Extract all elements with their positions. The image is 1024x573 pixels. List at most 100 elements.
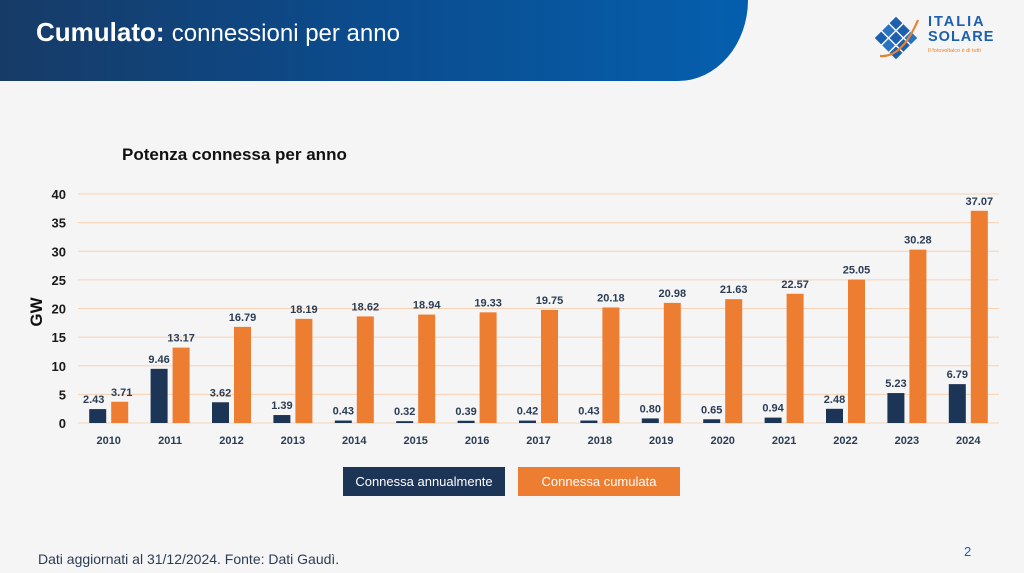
data-label-cumulative-2021: 22.57 [781,279,809,291]
logo-text: ITALIA SOLARE Il fotovoltaico è di tutti [928,14,995,55]
data-label-cumulative-2016: 19.33 [474,297,502,309]
bar-annual-2015 [396,421,414,423]
data-label-cumulative-2017: 19.75 [536,295,564,307]
bar-annual-2011 [150,368,168,423]
data-label-annual-2012: 3.62 [210,387,231,399]
x-tick-label-2015: 2015 [403,435,427,447]
data-labels: 2.43 3.71 9.46 13.17 3.62 16.79 1.39 18.19 0.43 1… [83,196,993,418]
bar-annual-2024 [948,384,966,423]
x-tick-label-2012: 2012 [219,435,243,447]
bar-annual-2019 [641,418,659,423]
bar-cumulative-2020 [725,299,743,423]
logo-tagline: Il fotovoltaico è di tutti [928,48,981,54]
data-label-annual-2015: 0.32 [394,406,415,418]
bar-cumulative-2024 [970,210,988,423]
data-label-cumulative-2022: 25.05 [843,265,871,277]
x-tick-label-2024: 2024 [956,435,981,447]
bar-annual-2016 [457,420,475,423]
bar-cumulative-2016 [479,312,497,423]
y-tick-label: 15 [52,330,66,345]
y-tick-label: 10 [52,359,66,374]
legend-annual: Connessa annualmente [343,467,505,496]
data-label-cumulative-2020: 21.63 [720,284,748,296]
data-label-annual-2021: 0.94 [762,403,784,415]
y-tick-label: 20 [52,302,66,317]
data-label-cumulative-2015: 18.94 [413,300,441,312]
y-tick-label: 5 [59,387,66,402]
slide-title: Cumulato: connessioni per anno [36,17,400,48]
x-tick-label-2018: 2018 [588,435,612,447]
bar-cumulative-2019 [663,302,681,423]
page-number: 2 [964,544,972,559]
logo-line1: ITALIA [928,14,986,30]
y-tick-label: 30 [52,244,66,259]
y-tick-label: 40 [52,187,66,202]
x-tick-label-2011: 2011 [158,435,182,447]
footnote: Dati aggiornati al 31/12/2024. Fonte: Da… [38,551,340,567]
legend-annual-label: Connessa annualmente [355,474,493,489]
data-label-cumulative-2013: 18.19 [290,304,318,316]
bar-cumulative-2021 [786,293,804,423]
data-label-annual-2024: 6.79 [947,369,968,381]
bar-annual-2012 [212,402,229,423]
header-band [0,0,748,81]
data-label-annual-2010: 2.43 [83,394,104,406]
x-tick-label-2017: 2017 [526,435,550,447]
x-tick-label-2023: 2023 [895,435,919,447]
x-tick-label-2022: 2022 [833,435,857,447]
y-axis-label: GW [27,296,46,326]
data-label-cumulative-2024: 37.07 [966,196,994,208]
data-label-cumulative-2010: 3.71 [111,387,132,399]
bar-annual-2021 [764,417,782,423]
bar-cumulative-2017 [541,309,558,423]
x-tick-label-2016: 2016 [465,435,489,447]
data-label-cumulative-2012: 16.79 [229,312,257,324]
bar-cumulative-2018 [602,307,620,423]
bar-annual-2014 [334,420,352,423]
solar-panel-diamond-icon [874,16,920,60]
bar-annual-2020 [703,419,721,423]
legend-cumulative: Connessa cumulata [518,467,680,496]
chart-title: Potenza connessa per anno [122,145,347,164]
bar-annual-2022 [826,408,843,423]
data-label-annual-2016: 0.39 [455,406,476,418]
data-label-cumulative-2018: 20.18 [597,292,625,304]
bars [89,210,988,423]
logo-line2: SOLARE [928,29,995,45]
bar-annual-2013 [273,415,291,423]
italia-solare-logo: ITALIA SOLARE Il fotovoltaico è di tutti [872,14,1002,64]
data-label-annual-2019: 0.80 [640,403,661,415]
x-tick-label-2019: 2019 [649,435,673,447]
data-label-annual-2013: 1.39 [271,400,292,412]
data-label-annual-2017: 0.42 [517,406,538,418]
x-tick-label-2020: 2020 [710,435,734,447]
bar-cumulative-2014 [356,316,374,423]
legend-cumulative-label: Connessa cumulata [541,474,657,489]
bar-cumulative-2015 [418,314,436,423]
data-label-annual-2011: 9.46 [148,354,169,366]
data-label-annual-2018: 0.43 [578,406,599,418]
bar-cumulative-2010 [111,401,129,423]
bar-annual-2023 [887,393,905,423]
data-label-annual-2023: 5.23 [885,378,906,390]
data-label-cumulative-2023: 30.28 [904,235,932,247]
y-tick-label: 25 [52,273,66,288]
data-label-annual-2020: 0.65 [701,404,722,416]
x-tick-label-2013: 2013 [281,435,305,447]
gridlines [78,193,999,424]
y-tick-label: 0 [59,416,66,431]
bar-cumulative-2011 [172,347,190,423]
bar-annual-2017 [519,420,536,423]
y-tick-label: 35 [52,216,66,231]
x-axis-ticks: 2010 2011 2012 2013 2014 2015 2016 2017 2018 2019… [96,435,981,447]
x-tick-label-2010: 2010 [96,435,120,447]
slide-title-bold: Cumulato: [36,17,165,47]
bar-cumulative-2012 [234,326,251,423]
x-tick-label-2021: 2021 [772,435,796,447]
data-label-cumulative-2019: 20.98 [659,288,687,300]
data-label-annual-2022: 2.48 [824,394,845,406]
bar-annual-2010 [89,409,107,423]
bar-cumulative-2022 [848,279,865,423]
data-label-cumulative-2014: 18.62 [352,301,380,313]
